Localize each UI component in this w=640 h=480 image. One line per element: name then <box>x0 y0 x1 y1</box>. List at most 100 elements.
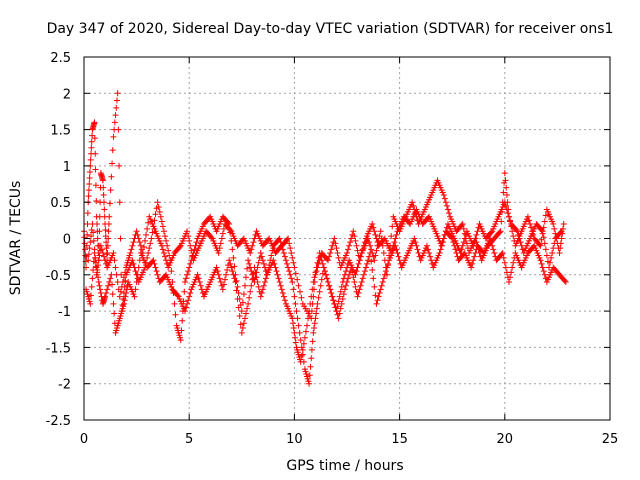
data-point <box>97 242 104 249</box>
data-point-interp <box>88 283 95 290</box>
data-point-interp <box>380 275 387 282</box>
data-point-interp <box>239 299 246 306</box>
data-point-interp <box>133 279 140 286</box>
data-point-interp <box>261 279 268 286</box>
data-point <box>558 228 565 235</box>
y-tick-label: 2 <box>63 87 71 102</box>
data-point-interp <box>227 227 234 234</box>
data-point-interp <box>179 317 186 324</box>
data-point-interp <box>510 233 517 240</box>
data-point-interp <box>311 320 318 327</box>
data-point-interp <box>307 363 314 370</box>
data-point <box>247 250 254 257</box>
data-point <box>245 257 252 264</box>
data-point-interp <box>113 97 120 104</box>
data-point-interp <box>490 246 497 253</box>
data-point <box>184 228 191 235</box>
data-point <box>213 264 220 271</box>
data-point-interp <box>369 266 376 273</box>
data-point-interp <box>162 253 169 260</box>
y-tick-label: -2 <box>58 378 71 393</box>
data-point-interp <box>105 220 112 227</box>
data-point-interp <box>311 286 318 293</box>
data-point-interp <box>244 305 251 312</box>
data-point-interp <box>372 231 379 238</box>
data-point <box>110 133 117 140</box>
data-point-interp <box>87 156 94 163</box>
data-point <box>219 286 226 293</box>
data-point-interp <box>440 235 447 242</box>
data-point <box>539 228 546 235</box>
data-point-interp <box>168 268 175 275</box>
data-point-interp <box>547 259 554 266</box>
data-point <box>470 242 477 249</box>
data-point-interp <box>132 268 139 275</box>
data-point-interp <box>107 275 114 282</box>
data-point-interp <box>376 289 383 296</box>
data-point-interp <box>121 297 128 304</box>
data-point-interp <box>96 282 103 289</box>
data-point-interp <box>218 235 225 242</box>
data-point-interp <box>230 254 237 261</box>
data-point-interp <box>321 268 328 275</box>
data-point-interp <box>360 242 367 249</box>
data-point <box>436 250 443 257</box>
data-point-interp <box>348 235 355 242</box>
data-point-interp <box>472 250 479 257</box>
data-point-interp <box>248 282 255 289</box>
data-point-interp <box>334 250 341 257</box>
data-point <box>312 271 319 278</box>
data-point <box>226 257 233 264</box>
data-point-interp <box>315 260 322 267</box>
data-point-interp <box>234 283 241 290</box>
data-point <box>438 242 445 249</box>
data-point-interp <box>372 292 379 299</box>
data-point-interp <box>355 289 362 296</box>
data-point-interp <box>561 277 568 284</box>
data-point-interp <box>255 259 262 266</box>
data-point-interp <box>536 241 543 248</box>
data-point-interp <box>292 270 299 277</box>
data-point-interp <box>541 240 548 247</box>
data-point-interp <box>286 240 293 247</box>
data-point-interp <box>527 220 534 227</box>
data-point-interp <box>383 264 390 271</box>
data-point-interp <box>346 271 353 278</box>
data-point-interp <box>288 250 295 257</box>
data-point-interp <box>515 231 522 238</box>
data-point-interp <box>111 119 118 126</box>
data-point-interp <box>274 271 281 278</box>
data-point-interp <box>442 199 449 206</box>
data-point <box>335 315 342 322</box>
data-point-interp <box>259 286 266 293</box>
data-point-interp <box>101 206 108 213</box>
data-point-interp <box>275 275 282 282</box>
data-point <box>501 170 508 177</box>
data-point <box>257 293 264 300</box>
data-point-interp <box>289 254 296 261</box>
data-point <box>344 250 350 257</box>
data-point-interp <box>234 296 241 302</box>
data-point <box>89 220 96 227</box>
data-point <box>120 300 127 307</box>
data-point-interp <box>297 288 304 295</box>
data-point-interp <box>501 259 508 266</box>
data-point-interp <box>473 231 480 238</box>
data-point-interp <box>163 257 170 264</box>
data-point <box>276 279 283 286</box>
data-point <box>556 250 563 257</box>
data-point-interp <box>103 239 110 246</box>
data-point-interp <box>336 293 343 300</box>
data-point-interp <box>309 338 316 345</box>
data-point <box>148 235 155 242</box>
data-point-interp <box>326 253 333 260</box>
y-tick-label: 2.5 <box>50 51 71 66</box>
data-point-interp <box>185 233 192 240</box>
data-point <box>423 242 430 249</box>
data-point-interp <box>130 239 137 246</box>
data-point-interp <box>198 286 205 293</box>
data-point-interp <box>217 279 224 286</box>
data-point-interp <box>320 264 327 271</box>
data-point-interp <box>109 291 116 298</box>
data-point-interp <box>107 187 114 194</box>
